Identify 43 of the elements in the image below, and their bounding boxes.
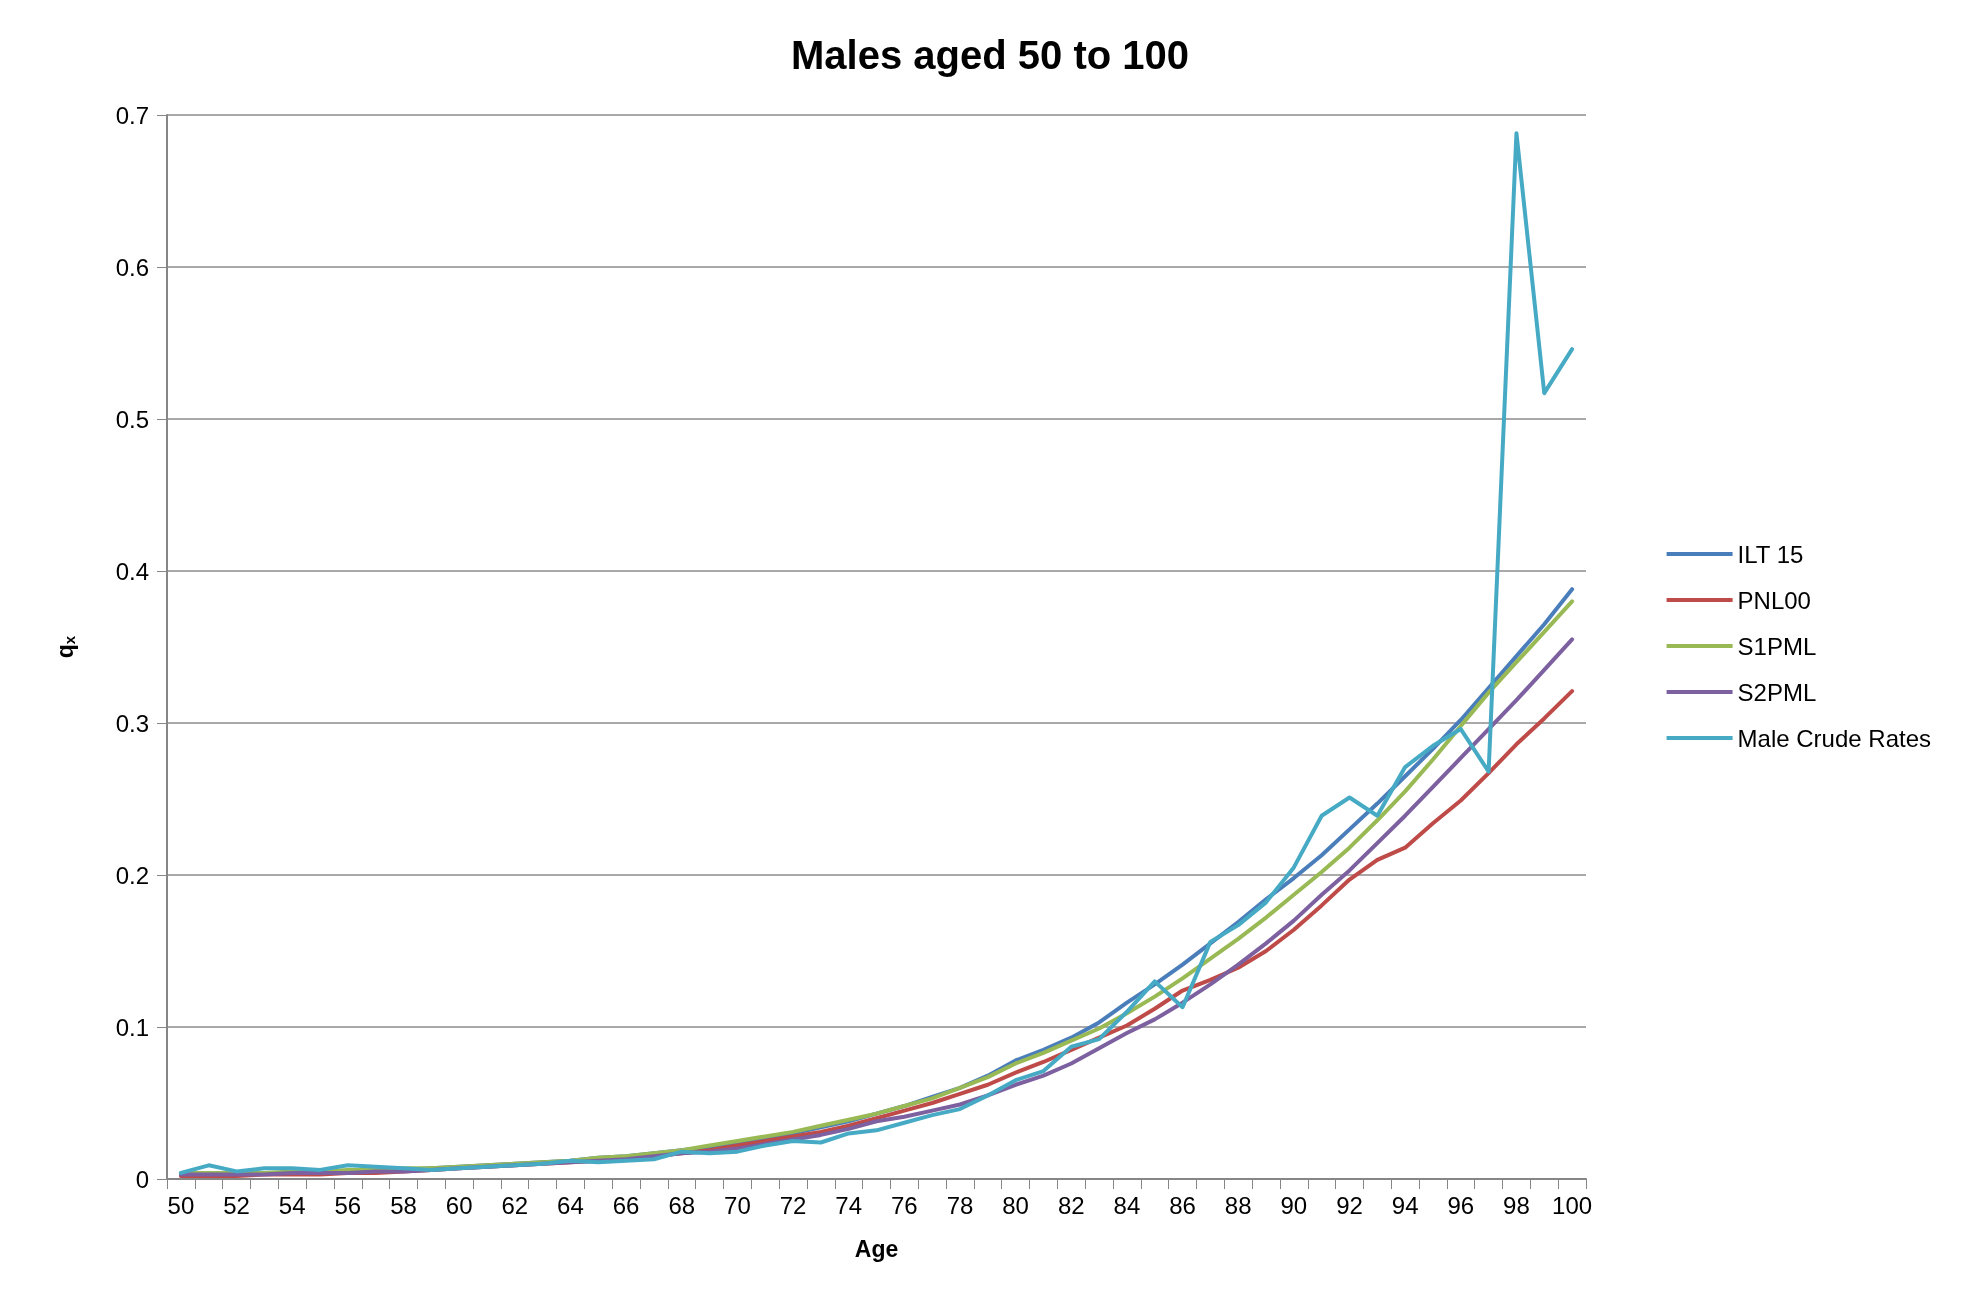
y-tick-label: 0.1 bbox=[115, 1013, 149, 1041]
x-tick-label: 76 bbox=[890, 1191, 918, 1219]
x-tick-label: 94 bbox=[1391, 1191, 1419, 1219]
y-tick-label: 0.4 bbox=[115, 557, 149, 585]
x-tick-label: 96 bbox=[1447, 1191, 1475, 1219]
x-tick-label: 66 bbox=[612, 1191, 640, 1219]
x-tick-label: 82 bbox=[1057, 1191, 1085, 1219]
x-tick-label: 62 bbox=[501, 1191, 529, 1219]
legend-label: ILT 15 bbox=[1737, 540, 1804, 568]
y-tick-label: 0.3 bbox=[115, 709, 149, 737]
x-tick-label: 74 bbox=[835, 1191, 863, 1219]
y-tick-label: 0 bbox=[135, 1165, 149, 1193]
y-tick-label: 0.7 bbox=[115, 101, 149, 129]
y-tick-label: 0.2 bbox=[115, 861, 149, 889]
x-tick-label: 64 bbox=[557, 1191, 584, 1219]
x-tick-label: 80 bbox=[1002, 1191, 1029, 1219]
x-tick-label: 56 bbox=[334, 1191, 362, 1219]
legend-label: PNL00 bbox=[1737, 586, 1811, 614]
x-tick-label: 72 bbox=[779, 1191, 807, 1219]
x-tick-label: 100 bbox=[1552, 1191, 1593, 1219]
x-tick-label: 52 bbox=[223, 1191, 250, 1219]
legend-label: S1PML bbox=[1737, 632, 1817, 660]
chart-title: Males aged 50 to 100 bbox=[791, 33, 1189, 77]
x-axis-title: Age bbox=[854, 1235, 899, 1262]
y-tick-label: 0.5 bbox=[115, 405, 149, 433]
x-tick-label: 86 bbox=[1169, 1191, 1196, 1219]
x-tick-label: 90 bbox=[1280, 1191, 1308, 1219]
x-tick-label: 54 bbox=[278, 1191, 306, 1219]
x-tick-label: 50 bbox=[167, 1191, 195, 1219]
x-tick-label: 70 bbox=[724, 1191, 751, 1219]
legend-label: S2PML bbox=[1737, 678, 1817, 706]
x-tick-label: 78 bbox=[946, 1191, 974, 1219]
legend-label: Male Crude Rates bbox=[1737, 724, 1931, 752]
x-tick-label: 88 bbox=[1224, 1191, 1252, 1219]
line-series bbox=[178, 131, 1575, 1175]
x-tick-label: 68 bbox=[668, 1191, 696, 1219]
x-tick-label: 92 bbox=[1336, 1191, 1363, 1219]
x-tick-label: 60 bbox=[445, 1191, 473, 1219]
y-axis-title: qx bbox=[51, 635, 78, 659]
x-tick-label: 58 bbox=[390, 1191, 417, 1219]
x-tick-label: 84 bbox=[1113, 1191, 1141, 1219]
y-tick-label: 0.6 bbox=[115, 253, 149, 281]
x-tick-label: 98 bbox=[1503, 1191, 1530, 1219]
